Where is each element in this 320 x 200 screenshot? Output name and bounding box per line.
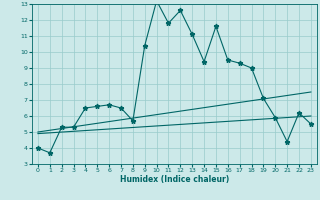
X-axis label: Humidex (Indice chaleur): Humidex (Indice chaleur) bbox=[120, 175, 229, 184]
